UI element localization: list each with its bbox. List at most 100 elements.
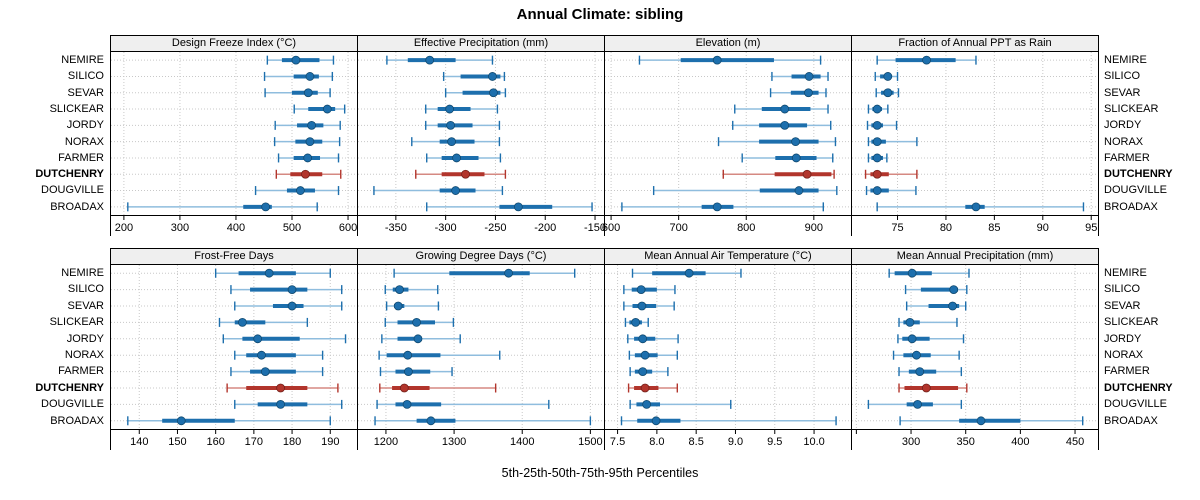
median-dot [257, 350, 266, 360]
site-label-right: SLICKEAR [1104, 316, 1159, 329]
panel-fraction-of-annual-ppt-as-rain: Fraction of Annual PPT as Rain 75 80 85 90 95 [851, 35, 1099, 236]
axis-tick-label: 9.0 [728, 436, 743, 448]
panel-body [111, 52, 357, 216]
axis-tick-label: 160 [206, 436, 224, 448]
site-label-right: SEVAR [1104, 299, 1141, 312]
median-dot [684, 268, 694, 278]
median-dot [176, 416, 186, 426]
site-label-left: NORAX [64, 349, 104, 361]
median-dot [651, 416, 661, 426]
median-dot [913, 399, 922, 409]
site-label-left: SILICO [67, 283, 104, 296]
site-label-right: NEMIRE [1104, 267, 1147, 279]
axis-tick-label: 1400 [510, 436, 534, 448]
median-dot [791, 153, 801, 163]
axis-svg: 300 350 400 450 [855, 430, 1084, 448]
median-dot [872, 104, 882, 114]
panel-plot [605, 265, 851, 429]
axis-tick-label: 450 [1066, 436, 1084, 448]
site-label-left: FARMER [58, 365, 104, 378]
panel-growing-degree-days-c-: Growing Degree Days (°C) 1200 1300 1400 1500 [357, 248, 604, 450]
site-label-right: JORDY [1104, 119, 1142, 132]
panel-header: Frost-Free Days [111, 248, 357, 265]
site-label-right: NORAX [1104, 349, 1144, 361]
median-dot [949, 285, 959, 295]
axis-tick-label: -250 [484, 222, 506, 234]
panel-body [358, 52, 604, 216]
median-dot [296, 186, 305, 195]
site-label-left: SILICO [67, 70, 104, 83]
panel-grid-row-1: Design Freeze Index (°C) 200 300 400 500 600 E… [110, 35, 1099, 236]
panel-header: Effective Precipitation (mm) [358, 35, 604, 52]
axis-tick-label: 700 [669, 222, 687, 234]
site-label-left: DUTCHENRY [35, 381, 104, 394]
panel-plot [358, 265, 604, 429]
median-dot [780, 120, 790, 130]
axis-tick-label: 8.5 [689, 436, 704, 448]
median-dot [305, 72, 315, 81]
panel-plot [358, 52, 604, 215]
panel-header: Elevation (m) [605, 35, 851, 52]
panel-axis: 200 300 400 500 600 [111, 216, 357, 236]
median-dot [261, 202, 271, 212]
median-dot [802, 169, 812, 179]
axis-tick-label: 400 [1011, 436, 1029, 448]
axis-tick-label: 75 [891, 222, 903, 234]
median-dot [504, 268, 513, 278]
site-label-left: DOUGVILLE [41, 398, 104, 411]
axis-tick-label: 800 [737, 222, 755, 234]
median-dot [238, 318, 247, 327]
panel-header: Design Freeze Index (°C) [111, 35, 357, 52]
median-dot [322, 104, 332, 114]
median-dot [638, 367, 648, 376]
site-label-right: DUTCHENRY [1104, 381, 1173, 394]
site-label-right: JORDY [1104, 332, 1142, 345]
median-dot [276, 399, 286, 409]
site-label-right: BROADAX [1104, 414, 1158, 427]
axis-svg: 600 700 800 900 [602, 216, 823, 234]
panel-effective-precipitation-mm-: Effective Precipitation (mm) -350 -300 -250… [357, 35, 606, 236]
site-label-left: BROADAX [50, 414, 104, 427]
median-dot [640, 350, 650, 360]
axis-tick-label: 600 [602, 222, 620, 234]
panel-header: Mean Annual Precipitation (mm) [852, 248, 1098, 265]
median-dot [791, 137, 800, 147]
site-label-left: BROADAX [50, 200, 104, 213]
axis-tick-label: -300 [435, 222, 457, 234]
median-dot [404, 367, 413, 376]
site-label-right: DOUGVILLE [1104, 398, 1167, 411]
panel-plot [111, 265, 357, 429]
median-dot [872, 169, 882, 179]
axis-tick-label: -150 [584, 222, 606, 234]
panel-axis: 75 80 85 90 95 [852, 216, 1098, 236]
axis-tick-label: 1300 [442, 436, 466, 448]
median-dot [640, 383, 650, 393]
median-dot [922, 55, 931, 65]
axis-tick-label: 500 [283, 222, 301, 234]
site-label-left: SEVAR [67, 299, 104, 312]
median-dot [907, 268, 917, 278]
median-dot [452, 153, 461, 163]
median-dot [303, 153, 313, 163]
panel-frost-free-days: Frost-Free Days 140 150 160 170 180 190 [110, 248, 357, 450]
panel-header: Growing Degree Days (°C) [358, 248, 604, 265]
axis-svg: 7.5 8.0 8.5 9.0 9.5 10.0 [610, 430, 825, 448]
panel-body [852, 265, 1098, 430]
median-dot [883, 88, 893, 98]
median-dot [403, 350, 413, 360]
axis-tick-label: 150 [168, 436, 186, 448]
panel-body [111, 265, 357, 430]
median-dot [794, 186, 804, 195]
median-dot [637, 301, 647, 311]
axis-tick-label: 170 [245, 436, 263, 448]
site-label-right: NEMIRE [1104, 54, 1147, 66]
median-dot [253, 334, 263, 344]
median-dot [872, 120, 882, 130]
panel-body [605, 265, 851, 430]
median-dot [395, 285, 404, 295]
panel-body [852, 52, 1098, 216]
site-label-right: DUTCHENRY [1104, 168, 1173, 181]
chart-title: Annual Climate: sibling [516, 6, 684, 23]
median-dot [264, 268, 274, 278]
median-dot [399, 383, 409, 393]
